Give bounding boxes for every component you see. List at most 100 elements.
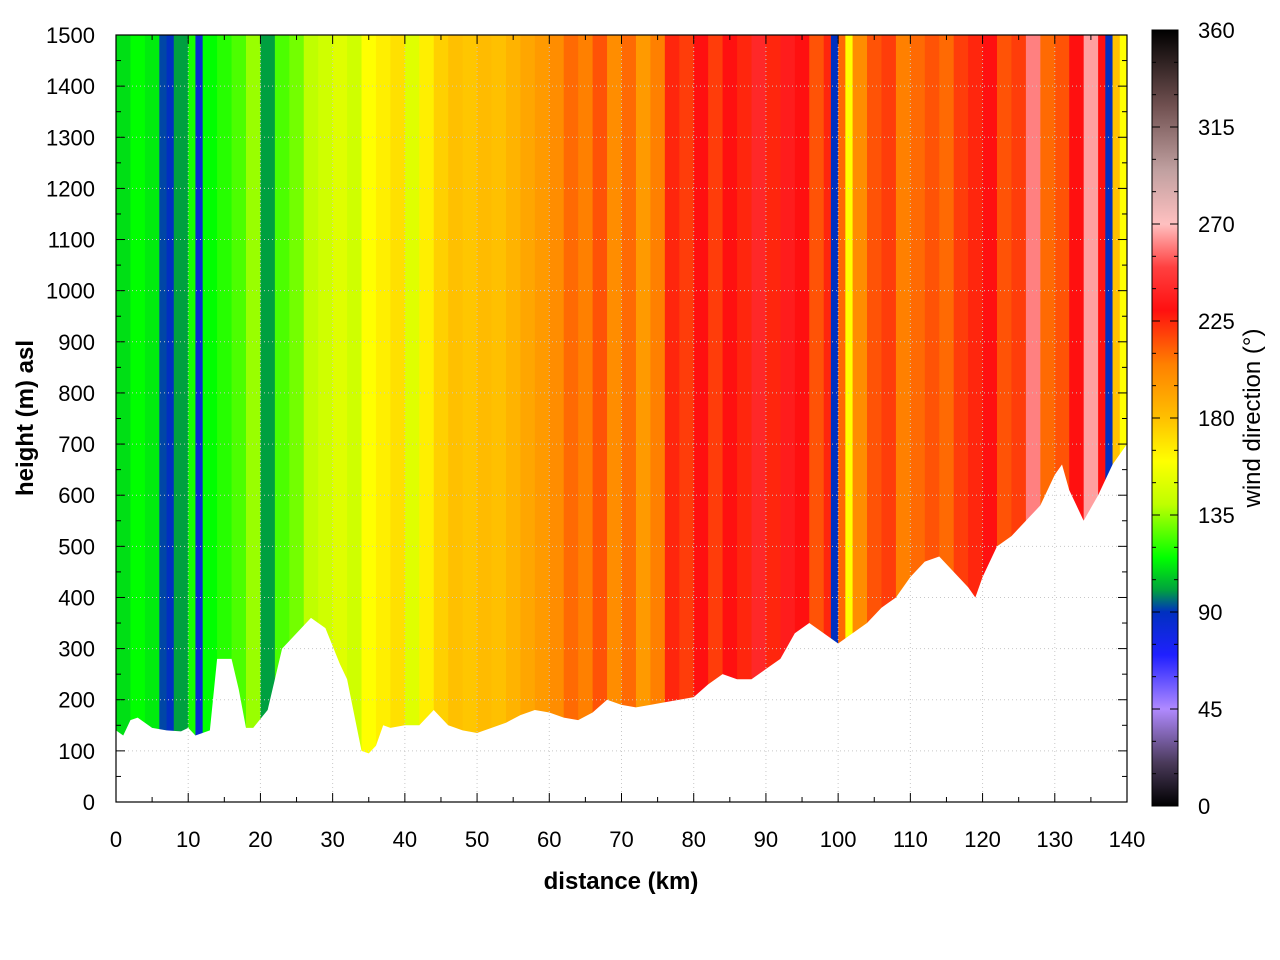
- wind-column: [491, 35, 507, 802]
- wind-column: [419, 35, 435, 802]
- wind-column: [534, 35, 550, 802]
- wind-column: [116, 35, 132, 802]
- wind-column: [520, 35, 536, 802]
- wind-column: [217, 35, 233, 802]
- wind-column: [621, 35, 637, 802]
- wind-column: [462, 35, 478, 802]
- colorbar-title: wind direction (°): [1239, 329, 1266, 509]
- x-axis: 0 10 20 30 40 50 60 70 80 90 100 110 120 130 140: [110, 35, 1145, 852]
- wind-column: [679, 35, 695, 802]
- colorbar-ticks: 0 45 90 135 180 225 270 315 360: [1152, 18, 1235, 819]
- wind-column: [159, 35, 168, 802]
- wind-column: [650, 35, 666, 802]
- wind-column: [693, 35, 709, 802]
- wind-column: [195, 35, 204, 802]
- wind-column: [809, 35, 825, 802]
- wind-column: [1098, 35, 1106, 802]
- y-tick-label: 400: [58, 585, 95, 610]
- wind-column: [260, 35, 276, 802]
- plot-area: [116, 35, 1127, 802]
- colorbar-tick-label: 135: [1198, 503, 1235, 528]
- x-tick-label: 50: [465, 827, 489, 852]
- wind-column: [607, 35, 623, 802]
- wind-column: [845, 35, 854, 802]
- y-tick-label: 900: [58, 330, 95, 355]
- wind-column: [404, 35, 420, 802]
- x-tick-label: 70: [609, 827, 633, 852]
- grid-lines: [116, 35, 1127, 802]
- x-tick-label: 90: [754, 827, 778, 852]
- wind-column: [708, 35, 724, 802]
- x-tick-label: 40: [393, 827, 417, 852]
- y-axis-title: height (m) asl: [12, 340, 39, 496]
- wind-column: [1112, 35, 1121, 802]
- wind-column: [1105, 35, 1114, 802]
- wind-column: [202, 35, 218, 802]
- x-axis-title: distance (km): [544, 868, 699, 895]
- wind-column: [664, 35, 680, 802]
- y-tick-label: 600: [58, 483, 95, 508]
- wind-column: [433, 35, 449, 802]
- x-tick-label: 80: [681, 827, 705, 852]
- wind-column: [173, 35, 189, 802]
- y-tick-label: 200: [58, 688, 95, 713]
- wind-column: [765, 35, 781, 802]
- colorbar-tick-label: 270: [1198, 212, 1235, 237]
- x-tick-label: 140: [1109, 827, 1146, 852]
- wind-column: [722, 35, 738, 802]
- colorbar: 0 45 90 135 180 225 270 315 360: [1151, 18, 1235, 819]
- y-tick-label: 1500: [46, 23, 95, 48]
- x-tick-label: 60: [537, 827, 561, 852]
- colorbar-tick-label: 180: [1198, 406, 1235, 431]
- wind-column: [635, 35, 651, 802]
- colorbar-tick-label: 360: [1198, 18, 1235, 43]
- wind-column: [361, 35, 377, 802]
- terrain-mask: [116, 444, 1127, 802]
- wind-column: [347, 35, 363, 802]
- x-tick-label: 30: [320, 827, 344, 852]
- wind-column: [375, 35, 392, 802]
- wind-column: [578, 35, 594, 802]
- wind-column: [231, 35, 247, 802]
- colorbar-tick-label: 225: [1198, 309, 1235, 334]
- y-tick-label: 0: [83, 790, 95, 815]
- wind-column: [245, 35, 262, 802]
- wind-column: [144, 35, 160, 802]
- wind-column: [737, 35, 753, 802]
- wind-column: [166, 35, 175, 802]
- y-tick-label: 1300: [46, 125, 95, 150]
- wind-column: [852, 35, 868, 802]
- wind-column: [794, 35, 810, 802]
- y-tick-label: 1100: [48, 228, 95, 253]
- wind-column: [318, 35, 334, 802]
- wind-column: [830, 35, 839, 802]
- x-tick-label: 10: [176, 827, 200, 852]
- wind-column: [823, 35, 832, 802]
- x-tick-label: 130: [1036, 827, 1073, 852]
- x-tick-label: 0: [110, 827, 122, 852]
- y-tick-label: 1000: [46, 279, 95, 304]
- wind-column: [505, 35, 521, 802]
- wind-column: [477, 35, 493, 802]
- wind-column: [549, 35, 565, 802]
- colorbar-tick-label: 0: [1198, 794, 1210, 819]
- colorbar-tick-label: 45: [1198, 697, 1222, 722]
- x-tick-label: 20: [248, 827, 272, 852]
- wind-column: [563, 35, 579, 802]
- wind-column: [867, 35, 883, 802]
- y-tick-label: 700: [58, 432, 95, 457]
- y-tick-label: 800: [58, 381, 95, 406]
- wind-column: [592, 35, 608, 802]
- y-axis: 0 100 200 300 400 500 600 700 800 900 1000 1100 1200…: [46, 23, 1127, 815]
- wind-column: [289, 35, 305, 802]
- y-tick-label: 1200: [46, 176, 95, 201]
- y-tick-label: 500: [58, 534, 95, 559]
- wind-column: [780, 35, 796, 802]
- wind-column: [303, 35, 319, 802]
- colorbar-tick-label: 315: [1198, 115, 1235, 140]
- wind-column: [751, 35, 767, 802]
- wind-column: [332, 35, 348, 802]
- wind-column: [130, 35, 146, 802]
- wind-direction-field: [116, 35, 1127, 802]
